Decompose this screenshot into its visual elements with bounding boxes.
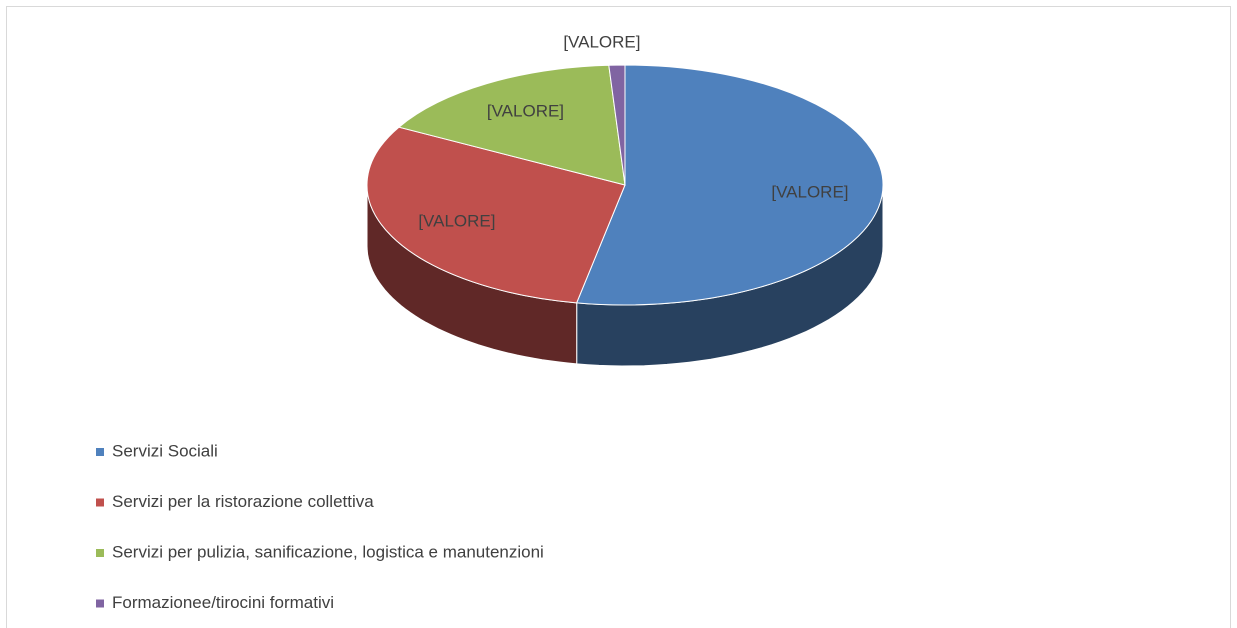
legend-label: Servizi per pulizia, sanificazione, logi…: [112, 542, 544, 561]
data-label: [VALORE]: [771, 183, 848, 202]
slice: [608, 64, 626, 186]
slice: [397, 64, 626, 186]
legend-swatch: [96, 448, 104, 456]
legend-label: Formazionee/tirocini formativi: [112, 593, 334, 612]
data-label: [VALORE]: [563, 33, 640, 52]
slice: [575, 64, 884, 306]
legend-swatch: [96, 498, 104, 507]
legend-label: Servizi Sociali: [112, 441, 218, 460]
legend-label: Servizi per la ristorazione collettiva: [112, 492, 374, 511]
legend-swatch: [96, 599, 104, 608]
data-label: [VALORE]: [418, 211, 495, 230]
legend-swatch: [96, 549, 104, 557]
slice: [366, 126, 626, 304]
data-label: [VALORE]: [487, 102, 564, 121]
